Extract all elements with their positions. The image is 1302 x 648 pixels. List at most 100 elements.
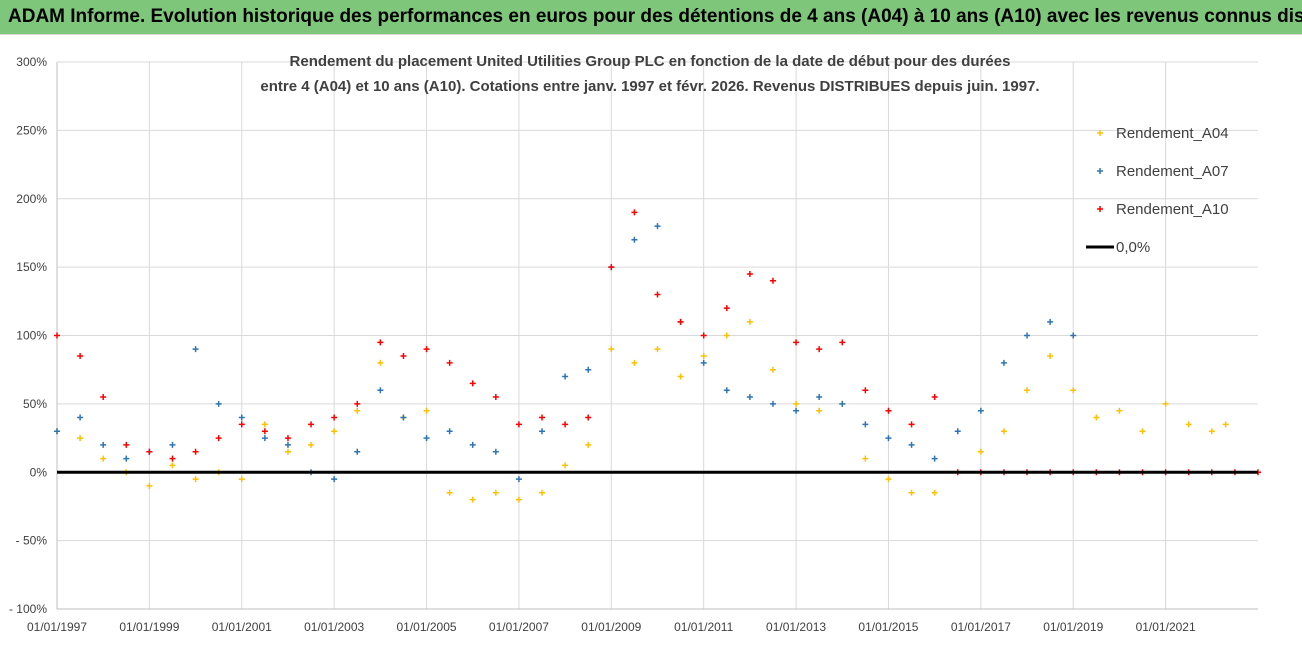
- x-tick-label: 01/01/1999: [119, 620, 179, 634]
- legend-marker: [1097, 168, 1103, 174]
- data-point: [631, 236, 638, 243]
- legend-label: Rendement_A04: [1116, 125, 1229, 142]
- data-point: [977, 448, 984, 455]
- data-point: [123, 441, 130, 448]
- data-point: [769, 400, 776, 407]
- data-point: [816, 346, 823, 353]
- data-point: [585, 414, 592, 421]
- data-point: [284, 435, 291, 442]
- chart-title-line2: entre 4 (A04) et 10 ans (A10). Cotations…: [260, 78, 1039, 95]
- data-point: [631, 209, 638, 216]
- data-point: [862, 421, 869, 428]
- data-point: [423, 346, 430, 353]
- data-point: [377, 339, 384, 346]
- data-point: [261, 428, 268, 435]
- data-point: [146, 448, 153, 455]
- chart-title-line1: Rendement du placement United Utilities …: [290, 53, 1011, 70]
- data-point: [585, 366, 592, 373]
- data-point: [469, 441, 476, 448]
- x-tick-label: 01/01/2019: [1043, 620, 1103, 634]
- x-tick-label: 01/01/2017: [951, 620, 1011, 634]
- data-point: [839, 400, 846, 407]
- data-point: [862, 455, 869, 462]
- data-point: [284, 448, 291, 455]
- data-point: [700, 332, 707, 339]
- x-tick-label: 01/01/2011: [674, 620, 733, 634]
- data-point: [839, 339, 846, 346]
- data-point: [1000, 428, 1007, 435]
- data-point: [215, 400, 222, 407]
- data-point: [931, 489, 938, 496]
- data-point: [169, 455, 176, 462]
- y-tick-label: 150%: [16, 260, 47, 274]
- data-point: [1000, 359, 1007, 366]
- data-point: [746, 270, 753, 277]
- data-point: [539, 414, 546, 421]
- y-axis: 300% 250% 200% 150% 100% 50% 0% - 50% - 100%: [9, 55, 47, 616]
- data-point: [515, 496, 522, 503]
- data-point: [77, 353, 84, 360]
- data-point: [931, 394, 938, 401]
- y-tick-label: 250%: [16, 123, 47, 137]
- scatter-chart: 300% 250% 200% 150% 100% 50% 0% - 50% - 100% 01/…: [9, 53, 1261, 634]
- data-point: [608, 346, 615, 353]
- data-point: [1024, 387, 1031, 394]
- data-point: [192, 346, 199, 353]
- x-tick-label: 01/01/2001: [212, 620, 272, 634]
- data-point: [146, 482, 153, 489]
- data-point: [400, 353, 407, 360]
- data-point: [908, 489, 915, 496]
- data-point: [1116, 407, 1123, 414]
- y-tick-label: 300%: [16, 55, 47, 69]
- data-point: [931, 455, 938, 462]
- data-point: [1222, 421, 1229, 428]
- data-points: [54, 209, 1261, 503]
- y-tick-label: 200%: [16, 192, 47, 206]
- y-tick-label: - 100%: [9, 602, 47, 616]
- data-point: [1162, 400, 1169, 407]
- data-point: [492, 448, 499, 455]
- data-point: [700, 359, 707, 366]
- data-point: [308, 441, 315, 448]
- data-point: [654, 223, 661, 230]
- data-point: [377, 387, 384, 394]
- data-point: [100, 394, 107, 401]
- legend-marker: [1097, 130, 1103, 136]
- data-point: [261, 421, 268, 428]
- data-point: [169, 441, 176, 448]
- data-point: [123, 455, 130, 462]
- data-point: [885, 476, 892, 483]
- x-tick-label: 01/01/2005: [397, 620, 457, 634]
- data-point: [608, 264, 615, 271]
- x-tick-label: 01/01/2009: [581, 620, 641, 634]
- data-point: [908, 441, 915, 448]
- data-point: [1093, 414, 1100, 421]
- data-point: [77, 435, 84, 442]
- data-point: [562, 373, 569, 380]
- data-point: [700, 353, 707, 360]
- data-point: [423, 435, 430, 442]
- series-Rendement_A04: [54, 318, 1229, 503]
- legend: Rendement_A04 Rendement_A07 Rendement_A10 0…: [1086, 125, 1229, 256]
- x-tick-label: 01/01/2021: [1136, 620, 1196, 634]
- data-point: [1185, 421, 1192, 428]
- data-point: [238, 421, 245, 428]
- data-point: [654, 346, 661, 353]
- y-tick-label: 50%: [23, 397, 47, 411]
- data-point: [238, 476, 245, 483]
- y-tick-label: - 50%: [16, 534, 48, 548]
- data-point: [1047, 353, 1054, 360]
- data-point: [816, 394, 823, 401]
- data-point: [1139, 428, 1146, 435]
- y-tick-label: 0%: [30, 465, 48, 479]
- data-point: [1070, 332, 1077, 339]
- data-point: [746, 318, 753, 325]
- data-point: [793, 407, 800, 414]
- data-point: [723, 387, 730, 394]
- data-point: [446, 428, 453, 435]
- data-point: [169, 462, 176, 469]
- data-point: [1024, 332, 1031, 339]
- data-point: [746, 394, 753, 401]
- data-point: [539, 428, 546, 435]
- data-point: [562, 462, 569, 469]
